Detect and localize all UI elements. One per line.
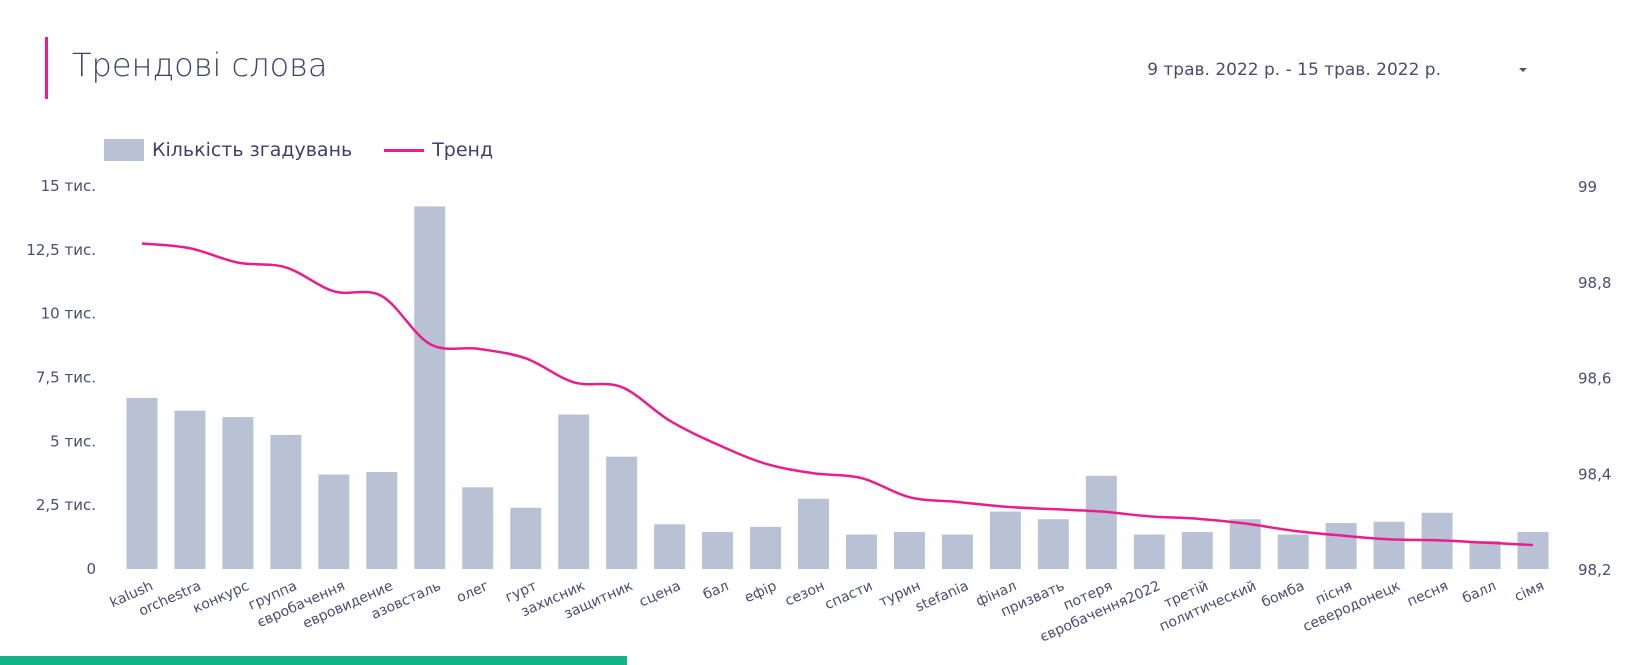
bar bbox=[1181, 531, 1213, 569]
legend-label-trend: Тренд bbox=[432, 139, 494, 161]
bar bbox=[1469, 540, 1501, 569]
bar bbox=[558, 414, 590, 569]
bar bbox=[1373, 521, 1405, 569]
bar bbox=[318, 474, 350, 569]
date-range-picker[interactable]: 9 трав. 2022 р. - 15 трав. 2022 р. bbox=[1147, 60, 1527, 80]
legend-swatch-line bbox=[384, 148, 425, 152]
y-left-tick-label: 15 тис. bbox=[41, 177, 96, 195]
bar bbox=[798, 498, 830, 569]
y-left-tick-label: 12,5 тис. bbox=[26, 241, 96, 259]
legend-item-trend[interactable]: Тренд bbox=[384, 139, 493, 161]
bar bbox=[1325, 523, 1357, 569]
x-tick-label: балл bbox=[1460, 578, 1499, 607]
bar bbox=[702, 531, 734, 569]
bar bbox=[222, 417, 254, 569]
bar bbox=[270, 434, 302, 569]
legend-item-mentions[interactable]: Кількість згадувань bbox=[104, 139, 352, 161]
y-left-tick-label: 5 тис. bbox=[50, 432, 96, 450]
x-tick-label: stefania bbox=[913, 578, 971, 615]
bar bbox=[1037, 519, 1069, 569]
chart-legend: Кількість згадувань Тренд bbox=[104, 139, 525, 161]
x-tick-label: спасти bbox=[823, 578, 876, 613]
bar bbox=[654, 524, 686, 569]
legend-label-mentions: Кількість згадувань bbox=[152, 139, 353, 161]
x-tick-label: бомба bbox=[1259, 578, 1307, 611]
bar bbox=[414, 206, 446, 569]
bar bbox=[1085, 475, 1117, 569]
x-tick-label: олег bbox=[454, 578, 491, 606]
bar bbox=[126, 397, 158, 569]
caret-down-icon[interactable] bbox=[1519, 68, 1527, 72]
y-right-tick-label: 98,2 bbox=[1578, 561, 1611, 579]
page-title: Трендові слова bbox=[72, 46, 328, 84]
bar bbox=[989, 511, 1021, 569]
bar bbox=[1133, 534, 1165, 569]
bar bbox=[462, 487, 494, 569]
bar bbox=[174, 410, 206, 569]
bar bbox=[941, 534, 973, 569]
x-tick-label: песня bbox=[1405, 578, 1451, 610]
bar bbox=[845, 534, 877, 569]
bar bbox=[1277, 534, 1309, 569]
bar bbox=[750, 526, 782, 569]
y-right-tick-label: 98,8 bbox=[1578, 274, 1611, 292]
y-left-tick-label: 2,5 тис. bbox=[36, 496, 96, 514]
bottom-accent-strip bbox=[0, 656, 627, 665]
bar bbox=[893, 531, 925, 569]
y-right-tick-label: 98,6 bbox=[1578, 370, 1611, 388]
bar bbox=[510, 507, 542, 569]
bar bbox=[366, 471, 398, 569]
x-tick-label: конкурс bbox=[191, 578, 252, 617]
bar bbox=[606, 456, 638, 569]
y-left-tick-label: 7,5 тис. bbox=[36, 369, 96, 387]
legend-swatch-bar bbox=[104, 139, 144, 161]
y-right-tick-label: 98,4 bbox=[1578, 465, 1611, 483]
x-tick-label: сцена bbox=[637, 578, 683, 610]
date-range-label: 9 трав. 2022 р. - 15 трав. 2022 р. bbox=[1147, 60, 1441, 80]
y-left-tick-label: 0 bbox=[86, 560, 96, 578]
title-accent-bar bbox=[45, 37, 48, 99]
x-tick-label: ефір bbox=[742, 578, 779, 606]
bar bbox=[1517, 531, 1549, 569]
y-right-tick-label: 99 bbox=[1578, 178, 1597, 196]
bar bbox=[1229, 519, 1261, 569]
x-tick-label: бал bbox=[701, 578, 731, 603]
y-left-tick-label: 10 тис. bbox=[41, 305, 96, 323]
x-tick-label: сімя bbox=[1512, 578, 1546, 605]
x-tick-label: сезон bbox=[783, 578, 827, 609]
trend-line bbox=[141, 242, 1534, 547]
